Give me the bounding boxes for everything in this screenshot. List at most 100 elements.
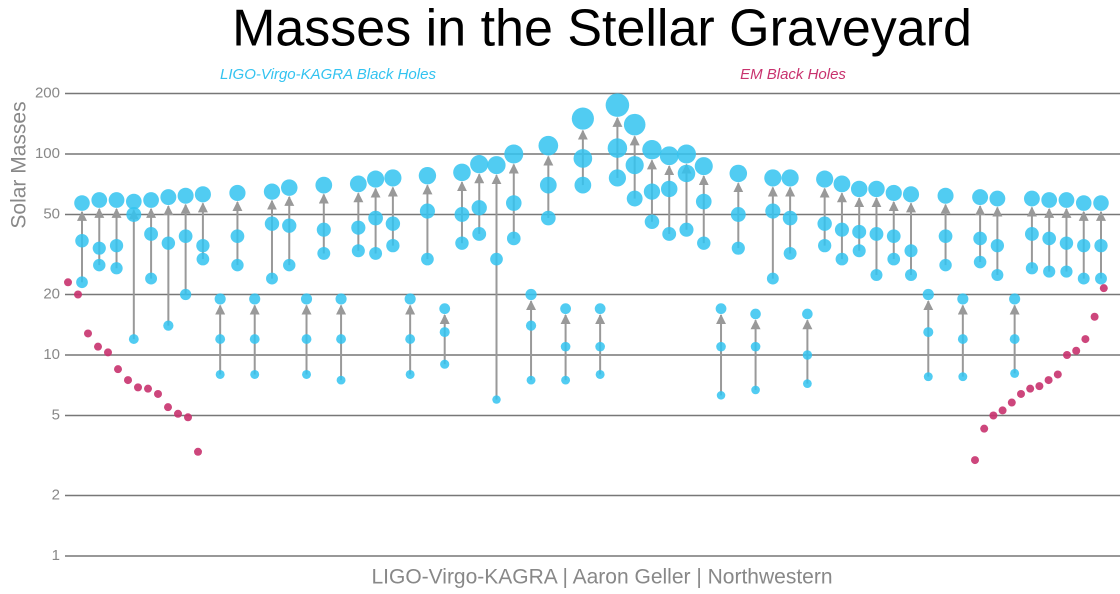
component-dot [439, 327, 450, 338]
remnant-dot [729, 164, 748, 183]
component-dot [626, 190, 643, 207]
remnant-dot [715, 303, 727, 315]
remnant-dot [850, 180, 868, 198]
remnant-dot [605, 93, 630, 117]
em-dot [194, 447, 202, 456]
component-dot [852, 224, 867, 239]
component-dot [677, 164, 696, 183]
remnant-dot [177, 187, 194, 204]
remnant-dot [802, 308, 813, 320]
em-dot [84, 329, 92, 338]
y-axis-label: Solar Masses [8, 101, 31, 228]
component-dot [695, 193, 712, 210]
component-dot [250, 369, 260, 379]
component-dot [178, 229, 193, 244]
component-dot [595, 341, 605, 352]
em-dot [1081, 335, 1090, 344]
remnant-dot [418, 166, 437, 185]
component-dot [904, 244, 918, 258]
component-dot [802, 350, 813, 360]
em-dot [1072, 346, 1081, 355]
remnant-dot [160, 189, 177, 206]
component-dot [351, 220, 366, 235]
remnant-dot [885, 184, 902, 202]
em-dot [1017, 389, 1025, 398]
em-dot [1007, 398, 1016, 407]
component-dot [973, 255, 987, 269]
component-dot [264, 216, 280, 231]
component-dot [1024, 227, 1039, 241]
remnant-dot [694, 157, 713, 176]
component-dot [973, 231, 987, 246]
y-tick-label: 20 [43, 285, 60, 302]
em-dot [124, 376, 132, 385]
remnant-dot [972, 189, 989, 206]
remnant-dot [194, 186, 211, 203]
component-dot [196, 252, 210, 266]
remnant-dot [676, 144, 696, 164]
component-dot [93, 258, 106, 272]
component-dot [230, 229, 245, 244]
em-dot [174, 409, 182, 418]
component-dot [301, 334, 312, 345]
component-dot [215, 369, 225, 379]
remnant-dot [1058, 192, 1075, 208]
remnant-dot [750, 308, 761, 320]
em-dot [74, 290, 82, 299]
remnant-dot [525, 288, 537, 301]
remnant-dot [263, 183, 281, 200]
component-dot [317, 246, 331, 260]
component-dot [110, 262, 123, 275]
component-dot [662, 227, 677, 241]
component-dot [215, 334, 226, 345]
component-dot [887, 252, 901, 266]
remnant-dot [335, 293, 347, 305]
component-dot [730, 207, 746, 222]
component-dot [783, 246, 797, 260]
legend-entry: LIGO-Virgo-KAGRA Black Holes [220, 66, 436, 83]
component-dot [1077, 238, 1091, 253]
component-dot [716, 391, 726, 400]
remnant-dot [404, 293, 416, 305]
remnant-dot [922, 288, 934, 301]
component-dot [75, 234, 89, 248]
component-dot [644, 214, 660, 230]
remnant-dot [560, 303, 571, 315]
component-dot [419, 203, 435, 219]
component-dot [869, 227, 884, 241]
component-dot [109, 238, 124, 253]
component-dot [595, 369, 605, 379]
component-dot [145, 272, 158, 285]
remnant-dot [470, 155, 489, 174]
component-dot [369, 246, 383, 260]
remnant-dot [868, 180, 885, 198]
component-dot [249, 334, 260, 345]
remnant-dot [249, 293, 261, 305]
remnant-dot [74, 195, 90, 211]
remnant-dot [1093, 195, 1109, 211]
component-dot [751, 385, 760, 395]
component-dot [283, 258, 296, 272]
y-tick-label: 200 [35, 84, 60, 101]
em-dot [94, 342, 102, 351]
component-dot [560, 341, 571, 352]
component-dot [765, 203, 781, 219]
em-dot [104, 348, 112, 357]
component-dot [643, 183, 661, 200]
component-dot [697, 236, 711, 250]
component-dot [573, 149, 593, 168]
remnant-dot [642, 140, 662, 160]
em-dot [114, 365, 122, 374]
component-dot [870, 269, 883, 282]
remnant-dot [1009, 293, 1021, 305]
component-dot [196, 238, 210, 253]
y-tick-label: 50 [43, 205, 60, 222]
component-dot [561, 375, 571, 385]
component-dot [351, 244, 365, 258]
remnant-dot [571, 107, 594, 130]
component-dot [316, 222, 331, 237]
component-dot [905, 269, 918, 282]
remnant-dot [143, 192, 159, 208]
component-dot [991, 269, 1004, 282]
component-dot [835, 252, 849, 266]
